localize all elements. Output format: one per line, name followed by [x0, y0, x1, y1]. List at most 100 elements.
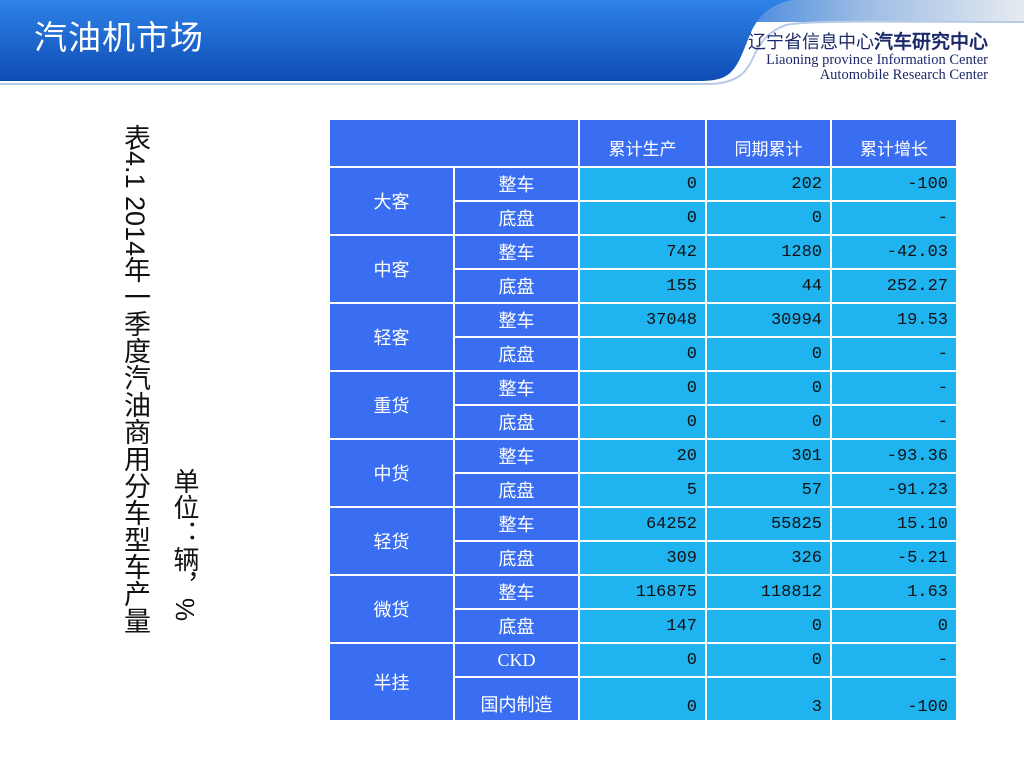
vehicle-type-cell: 底盘: [453, 404, 580, 440]
header-cumulative-production: 累计生产: [578, 118, 707, 168]
vehicle-type-cell: 底盘: [453, 336, 580, 372]
header-edge-line: [0, 20, 1024, 85]
table-row: 微货 整车 116875 118812 1.63: [328, 574, 958, 644]
cumulative-production-cell: 0: [578, 642, 707, 678]
table-row: 国内制造 0 3 -100: [329, 676, 958, 722]
vehicle-type-cell: 底盘: [453, 268, 580, 304]
table-row: 底盘 5 57 -91.23: [329, 472, 958, 508]
table-caption: 表4.1 2014年一季度汽油商用分车型车产量: [120, 124, 150, 635]
header-same-period-cumulative: 同期累计: [705, 118, 832, 168]
growth-rate-cell: -: [830, 404, 958, 440]
same-period-cell: 326: [705, 540, 832, 576]
production-table: 累计生产 同期累计 累计增长 大客 整车 0 202 -100 底盘 0 0 -…: [328, 118, 958, 722]
same-period-cell: 44: [705, 268, 832, 304]
same-period-cell: 202: [705, 166, 832, 202]
same-period-cell: 1280: [705, 234, 832, 270]
vehicle-type-cell: 底盘: [453, 472, 580, 508]
cumulative-production-cell: 0: [578, 166, 707, 202]
growth-rate-cell: -93.36: [830, 438, 958, 474]
same-period-cell: 0: [705, 642, 832, 678]
growth-rate-cell: -91.23: [830, 472, 958, 508]
same-period-cell: 301: [705, 438, 832, 474]
category-cell: 轻货: [328, 506, 455, 576]
cumulative-production-cell: 116875: [578, 574, 707, 610]
growth-rate-cell: -: [830, 200, 958, 236]
header-title-bar: [0, 0, 792, 81]
category-cell: 大客: [328, 166, 455, 236]
growth-rate-cell: -5.21: [830, 540, 958, 576]
header-top-band: [700, 0, 1024, 22]
logo-en-line-2: Automobile Research Center: [819, 67, 988, 83]
table-row: 轻货 整车 64252 55825 15.10: [328, 506, 958, 576]
vehicle-type-cell: 底盘: [453, 200, 580, 236]
growth-rate-cell: -: [830, 642, 958, 678]
logo-cn-line: 辽宁省信息中心汽车研究中心: [748, 32, 988, 53]
same-period-cell: 55825: [705, 506, 832, 542]
vehicle-type-cell: 整车: [453, 574, 580, 610]
table-row: 底盘 0 0 -: [329, 200, 958, 236]
table-row: 中客 整车 742 1280 -42.03: [328, 234, 958, 304]
growth-rate-cell: -42.03: [830, 234, 958, 270]
table-row: 中货 整车 20 301 -93.36: [328, 438, 958, 508]
cumulative-production-cell: 0: [578, 404, 707, 440]
cumulative-production-cell: 0: [578, 200, 707, 236]
same-period-cell: 118812: [705, 574, 832, 610]
logo-en-line-1: Liaoning province Information Center: [766, 52, 988, 68]
same-period-cell: 3: [705, 676, 832, 722]
growth-rate-cell: -: [830, 370, 958, 406]
growth-rate-cell: 0: [830, 608, 958, 644]
cumulative-production-cell: 0: [578, 370, 707, 406]
category-cell: 中客: [328, 234, 455, 304]
vehicle-type-cell: 整车: [453, 506, 580, 542]
table-row: 底盘 0 0 -: [329, 404, 958, 440]
table-header-row: 累计生产 同期累计 累计增长: [328, 118, 958, 168]
vehicle-type-cell: CKD: [453, 642, 580, 678]
table-row: 轻客 整车 37048 30994 19.53: [328, 302, 958, 372]
same-period-cell: 0: [705, 336, 832, 372]
header-corner-cell: [328, 118, 580, 168]
cumulative-production-cell: 37048: [578, 302, 707, 338]
cumulative-production-cell: 309: [578, 540, 707, 576]
vehicle-type-cell: 整车: [453, 370, 580, 406]
category-cell: 微货: [328, 574, 455, 644]
same-period-cell: 30994: [705, 302, 832, 338]
growth-rate-cell: -100: [830, 676, 958, 722]
cumulative-production-cell: 64252: [578, 506, 707, 542]
cumulative-production-cell: 742: [578, 234, 707, 270]
table-row: 底盘 155 44 252.27: [329, 268, 958, 304]
unit-label: 单位：辆，%: [170, 468, 200, 622]
growth-rate-cell: -100: [830, 166, 958, 202]
category-cell: 重货: [328, 370, 455, 440]
same-period-cell: 0: [705, 404, 832, 440]
cumulative-production-cell: 5: [578, 472, 707, 508]
vehicle-type-cell: 整车: [453, 438, 580, 474]
logo-org-name: 辽宁省信息中心: [747, 32, 874, 52]
cumulative-production-cell: 0: [578, 676, 707, 722]
category-cell: 半挂: [328, 642, 455, 722]
same-period-cell: 0: [705, 200, 832, 236]
growth-rate-cell: 252.27: [830, 268, 958, 304]
vehicle-type-cell: 底盘: [453, 540, 580, 576]
growth-rate-cell: 15.10: [830, 506, 958, 542]
growth-rate-cell: 19.53: [830, 302, 958, 338]
table-row: 半挂 CKD 0 0 -: [328, 642, 958, 722]
table-row: 底盘 147 0 0: [329, 608, 958, 644]
logo-center-name: 汽车研究中心: [873, 32, 988, 53]
cumulative-production-cell: 155: [578, 268, 707, 304]
table-row: 底盘 309 326 -5.21: [329, 540, 958, 576]
cumulative-production-cell: 20: [578, 438, 707, 474]
cumulative-production-cell: 147: [578, 608, 707, 644]
header-cumulative-growth: 累计增长: [830, 118, 958, 168]
growth-rate-cell: 1.63: [830, 574, 958, 610]
vehicle-type-cell: 整车: [453, 234, 580, 270]
vehicle-type-cell: 整车: [453, 302, 580, 338]
vehicle-type-cell: 底盘: [453, 608, 580, 644]
vehicle-type-cell: 整车: [453, 166, 580, 202]
slide-title: 汽油机市场: [34, 21, 204, 57]
table-row: 重货 整车 0 0 -: [328, 370, 958, 440]
same-period-cell: 57: [705, 472, 832, 508]
category-cell: 轻客: [328, 302, 455, 372]
vehicle-type-cell: 国内制造: [453, 676, 580, 722]
logo: 辽宁省信息中心汽车研究中心 Liaoning province Informat…: [748, 32, 988, 83]
same-period-cell: 0: [705, 370, 832, 406]
